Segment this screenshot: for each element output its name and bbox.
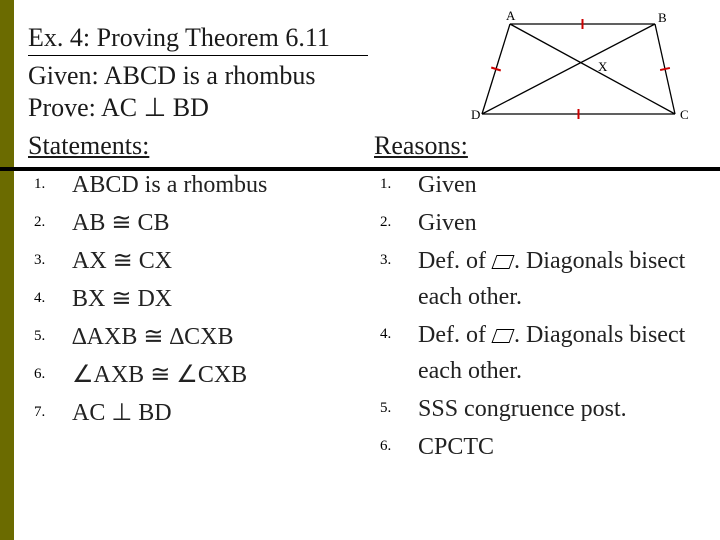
svg-text:A: A [506,8,516,23]
parallelogram-icon [491,255,514,269]
title-underline [28,55,368,56]
reason-item: Given [374,167,710,203]
reasons-column: Reasons: GivenGivenDef. of . Diagonals b… [368,131,710,467]
parallelogram-icon [491,329,514,343]
statement-item: ∆AXB ≅ ∆CXB [28,319,368,355]
statement-item: AC ⊥ BD [28,395,368,431]
side-accent-bar [0,0,14,540]
reasons-list: GivenGivenDef. of . Diagonals bisect eac… [374,167,710,465]
proof-columns: Statements: ABCD is a rhombusAB ≅ CBAX ≅… [28,131,710,467]
svg-text:C: C [680,107,689,122]
svg-text:B: B [658,10,667,25]
statement-item: AB ≅ CB [28,205,368,241]
statement-item: BX ≅ DX [28,281,368,317]
reason-prefix: Def. of [418,248,492,274]
svg-text:D: D [471,107,480,122]
reason-item: SSS congruence post. [374,391,710,427]
reason-item: Def. of . Diagonals bisect each other. [374,317,710,389]
statements-list: ABCD is a rhombusAB ≅ CBAX ≅ CXBX ≅ DX∆A… [28,167,368,431]
perp-symbol: ⊥ [144,93,167,122]
reason-prefix: Def. of [418,322,492,348]
statements-heading: Statements: [28,131,368,161]
reasons-heading: Reasons: [374,131,710,161]
prove-suffix: BD [166,93,209,122]
statement-item: ABCD is a rhombus [28,167,368,203]
rhombus-diagram: A B C D X [460,6,690,126]
statements-column: Statements: ABCD is a rhombusAB ≅ CBAX ≅… [28,131,368,467]
reason-item: Def. of . Diagonals bisect each other. [374,243,710,315]
reason-item: Given [374,205,710,241]
svg-text:X: X [598,59,608,74]
reason-item: CPCTC [374,429,710,465]
statement-item: AX ≅ CX [28,243,368,279]
prove-prefix: Prove: AC [28,93,144,122]
statement-item: ∠AXB ≅ ∠CXB [28,357,368,393]
